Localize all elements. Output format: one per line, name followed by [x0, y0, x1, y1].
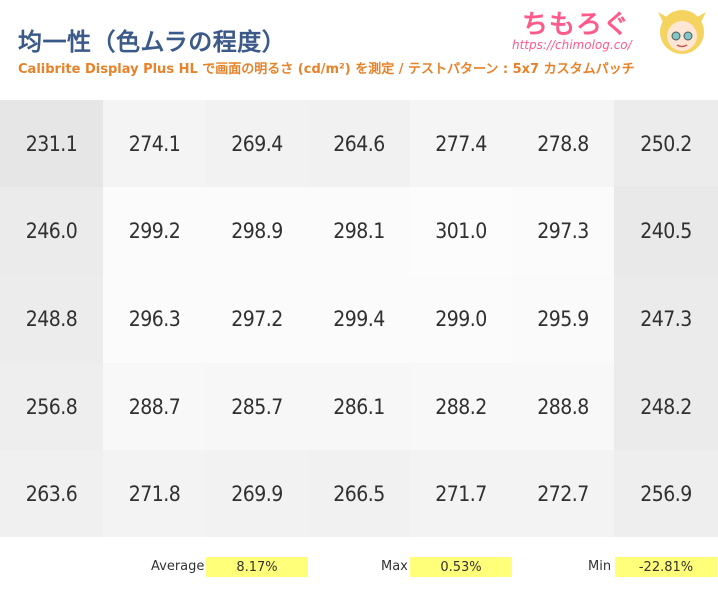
heatmap-cell: 297.3	[512, 187, 614, 275]
heatmap-cell: 271.7	[410, 450, 512, 537]
max-value: 0.53%	[410, 557, 512, 577]
heatmap-cell: 246.0	[0, 187, 103, 275]
mascot-icon	[658, 10, 706, 54]
heatmap-cell: 247.3	[614, 275, 718, 363]
heatmap-cell: 295.9	[512, 275, 614, 363]
heatmap-cell: 286.1	[308, 363, 410, 450]
heatmap-cell: 288.7	[103, 363, 206, 450]
site-logo: ちもろぐ	[522, 10, 631, 40]
heatmap-cell: 271.8	[103, 450, 206, 537]
heatmap-cell: 256.9	[614, 450, 718, 537]
max-label: Max	[381, 559, 408, 574]
heatmap-cell: 277.4	[410, 100, 512, 187]
heatmap-cell: 299.2	[103, 187, 206, 275]
heatmap-cell: 269.9	[206, 450, 308, 537]
heatmap-cell: 288.2	[410, 363, 512, 450]
min-value: -22.81%	[615, 557, 717, 577]
heatmap-cell: 248.2	[614, 363, 718, 450]
heatmap-cell: 263.6	[0, 450, 103, 537]
heatmap-cell: 298.9	[206, 187, 308, 275]
heatmap-cell: 288.8	[512, 363, 614, 450]
heatmap-cell: 256.8	[0, 363, 103, 450]
heatmap-cell: 278.8	[512, 100, 614, 187]
site-url: https://chimolog.co/	[512, 38, 632, 52]
uniformity-heatmap: 231.1 274.1 269.4 264.6 277.4 278.8 250.2 246.0…	[0, 100, 718, 537]
heatmap-cell: 248.8	[0, 275, 103, 363]
min-label: Min	[588, 559, 612, 574]
heatmap-cell: 299.4	[308, 275, 410, 363]
heatmap-cell: 299.0	[410, 275, 512, 363]
heatmap-cell: 264.6	[308, 100, 410, 187]
heatmap-cell: 274.1	[103, 100, 206, 187]
heatmap-cell: 266.5	[308, 450, 410, 537]
chart-subtitle: Calibrite Display Plus HL で画面の明るさ (cd/m²…	[18, 62, 635, 77]
heatmap-cell: 297.2	[206, 275, 308, 363]
heatmap-cell: 285.7	[206, 363, 308, 450]
heatmap-cell: 272.7	[512, 450, 614, 537]
heatmap-cell: 231.1	[0, 100, 103, 187]
heatmap-cell: 301.0	[410, 187, 512, 275]
heatmap-cell: 296.3	[103, 275, 206, 363]
stats-bar: Average 8.17% Max 0.53% Min -22.81%	[0, 537, 718, 600]
heatmap-cell: 269.4	[206, 100, 308, 187]
chart-title: 均一性（色ムラの程度）	[18, 28, 287, 56]
average-label: Average	[151, 559, 205, 574]
average-value: 8.17%	[206, 557, 308, 577]
heatmap-cell: 250.2	[614, 100, 718, 187]
heatmap-cell: 298.1	[308, 187, 410, 275]
chart-header: 均一性（色ムラの程度） Calibrite Display Plus HL で画…	[0, 0, 718, 100]
heatmap-cell: 240.5	[614, 187, 718, 275]
